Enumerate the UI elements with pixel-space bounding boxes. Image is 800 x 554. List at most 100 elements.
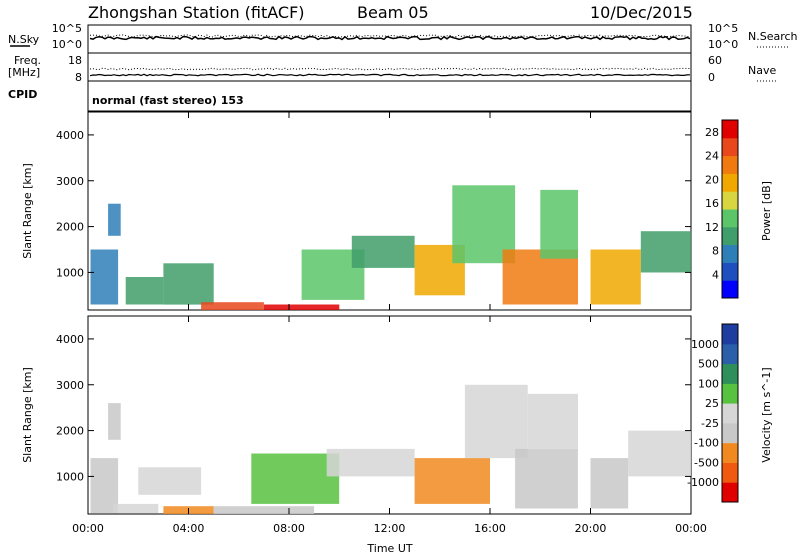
colorbar-tick-4: -25	[701, 417, 719, 430]
colorbar-swatch-7	[722, 155, 738, 174]
scatter-region-3	[163, 263, 214, 305]
colorbar-swatch-0	[722, 482, 738, 503]
colorbar-tick-3: 25	[705, 397, 719, 410]
colorbar-tick-5: -100	[694, 437, 719, 450]
freq-label-1: Freq.	[14, 54, 41, 67]
colorbar-tick-2: 12	[705, 221, 719, 234]
colorbar-swatch-6	[722, 363, 738, 384]
nave-tick-top: 60	[708, 54, 722, 67]
scatter-region-5	[263, 304, 340, 310]
colorbar-tick-6: 28	[705, 126, 719, 139]
velocity-colorbar-label: Velocity [m s^-1]	[760, 367, 773, 462]
y-tick-label-2: 3000	[56, 175, 84, 188]
scatter-region-0	[90, 249, 119, 305]
nave-tick-bottom: 0	[708, 71, 715, 84]
colorbar-swatch-0	[722, 280, 738, 299]
colorbar-swatch-6	[722, 173, 738, 192]
power-x-ticks	[87, 112, 692, 310]
y-tick-label-2: 3000	[56, 379, 84, 392]
x-tick-label-1: 04:00	[173, 522, 205, 535]
velocity-ylabel: Slant Range [km]	[21, 367, 34, 463]
scatter-region-10	[515, 448, 578, 509]
nsearch-tick-top: 10^5	[708, 22, 738, 35]
y-tick-label-3: 4000	[56, 129, 84, 142]
colorbar-swatch-9	[722, 120, 738, 139]
colorbar-swatch-2	[722, 244, 738, 263]
y-tick-label-3: 4000	[56, 333, 84, 346]
scatter-region-11	[527, 393, 578, 449]
scatter-region-6	[251, 453, 340, 504]
scatter-region-11	[540, 189, 578, 259]
velocity-y-ticks: 1000 2000 3000 4000	[56, 333, 691, 483]
cpid-panel-frame	[87, 80, 692, 112]
nsearch-tick-bottom: 10^0	[708, 38, 738, 51]
nave-trace	[89, 73, 691, 77]
colorbar-frame	[721, 323, 739, 503]
nsky-tick-top: 10^5	[52, 22, 82, 35]
colorbar-tick-1: 8	[712, 245, 719, 258]
nsearch-label: N.Search	[748, 30, 798, 43]
scatter-region-5	[213, 506, 315, 514]
colorbar-swatch-2	[722, 442, 738, 463]
colorbar-tick-2: 100	[698, 377, 719, 390]
scatter-region-12	[590, 458, 629, 509]
scatter-region-4	[201, 302, 264, 310]
power-colorbar: 4 8 12 16 20 24 28	[705, 119, 739, 299]
station-title: Zhongshan Station (fitACF)	[88, 3, 305, 22]
cpid-text: normal (fast stereo) 153	[92, 94, 244, 107]
power-panel: Slant Range [km] 1000 2000 3000 4000 4 8 12 16…	[21, 111, 773, 311]
velocity-marks	[90, 384, 691, 514]
freq-tick-bottom: 8	[75, 71, 82, 84]
x-tick-label-6: 00:00	[675, 522, 707, 535]
colorbar-swatch-4	[722, 403, 738, 424]
date-label: 10/Dec/2015	[590, 3, 693, 22]
nsky-trace	[89, 35, 691, 41]
colorbar-swatch-3	[722, 226, 738, 246]
x-tick-label-2: 08:00	[273, 522, 305, 535]
y-tick-label-0: 1000	[56, 266, 84, 279]
velocity-x-ticks: 00:00 04:00 08:00 12:00 16:00 20:00 00:00	[72, 316, 707, 535]
freq-trace	[89, 67, 691, 71]
colorbar-frame	[721, 119, 739, 299]
cpid-label: CPID	[8, 88, 37, 101]
colorbar-swatch-5	[722, 191, 738, 210]
time-ut-label: Time UT	[366, 542, 412, 554]
x-tick-label-0: 00:00	[72, 522, 104, 535]
colorbar-swatch-3	[722, 422, 738, 444]
beam-label: Beam 05	[357, 3, 429, 22]
colorbar-tick-7: -1000	[687, 476, 719, 489]
power-y-ticks: 1000 2000 3000 4000	[56, 129, 691, 279]
y-tick-label-1: 2000	[56, 221, 84, 234]
colorbar-tick-4: 20	[705, 173, 719, 186]
colorbar-swatch-8	[722, 137, 738, 157]
colorbar-tick-5: 24	[705, 150, 719, 163]
nave-label: Nave	[748, 64, 776, 77]
y-tick-label-0: 1000	[56, 470, 84, 483]
colorbar-swatch-1	[722, 262, 738, 281]
x-tick-label-5: 20:00	[575, 522, 607, 535]
top-panel: N.Sky Freq. [MHz] CPID N.Search Nave 10^…	[8, 22, 798, 112]
scatter-region-1	[108, 203, 121, 236]
scatter-region-8	[414, 458, 490, 504]
nsky-tick-bottom: 10^0	[52, 38, 82, 51]
scatter-region-12	[590, 249, 641, 305]
scatter-region-7	[326, 448, 415, 477]
x-tick-label-4: 16:00	[474, 522, 506, 535]
colorbar-tick-0: 1000	[691, 338, 719, 351]
nsky-label: N.Sky	[8, 33, 40, 46]
colorbar-swatch-4	[722, 209, 738, 228]
colorbar-swatch-7	[722, 343, 738, 365]
y-tick-label-1: 2000	[56, 425, 84, 438]
power-colorbar-label: Power [dB]	[760, 181, 773, 241]
power-marks	[90, 185, 692, 310]
scatter-region-3	[138, 467, 202, 495]
nsearch-trace	[90, 34, 691, 38]
velocity-colorbar: 1000 500 100 25 -25 -100 -500 -1000	[687, 323, 739, 503]
freq-tick-top: 18	[68, 54, 82, 67]
scatter-region-13	[628, 430, 691, 477]
x-tick-label-3: 12:00	[374, 522, 406, 535]
freq-label-2: [MHz]	[8, 66, 40, 79]
scatter-region-13	[640, 231, 692, 273]
